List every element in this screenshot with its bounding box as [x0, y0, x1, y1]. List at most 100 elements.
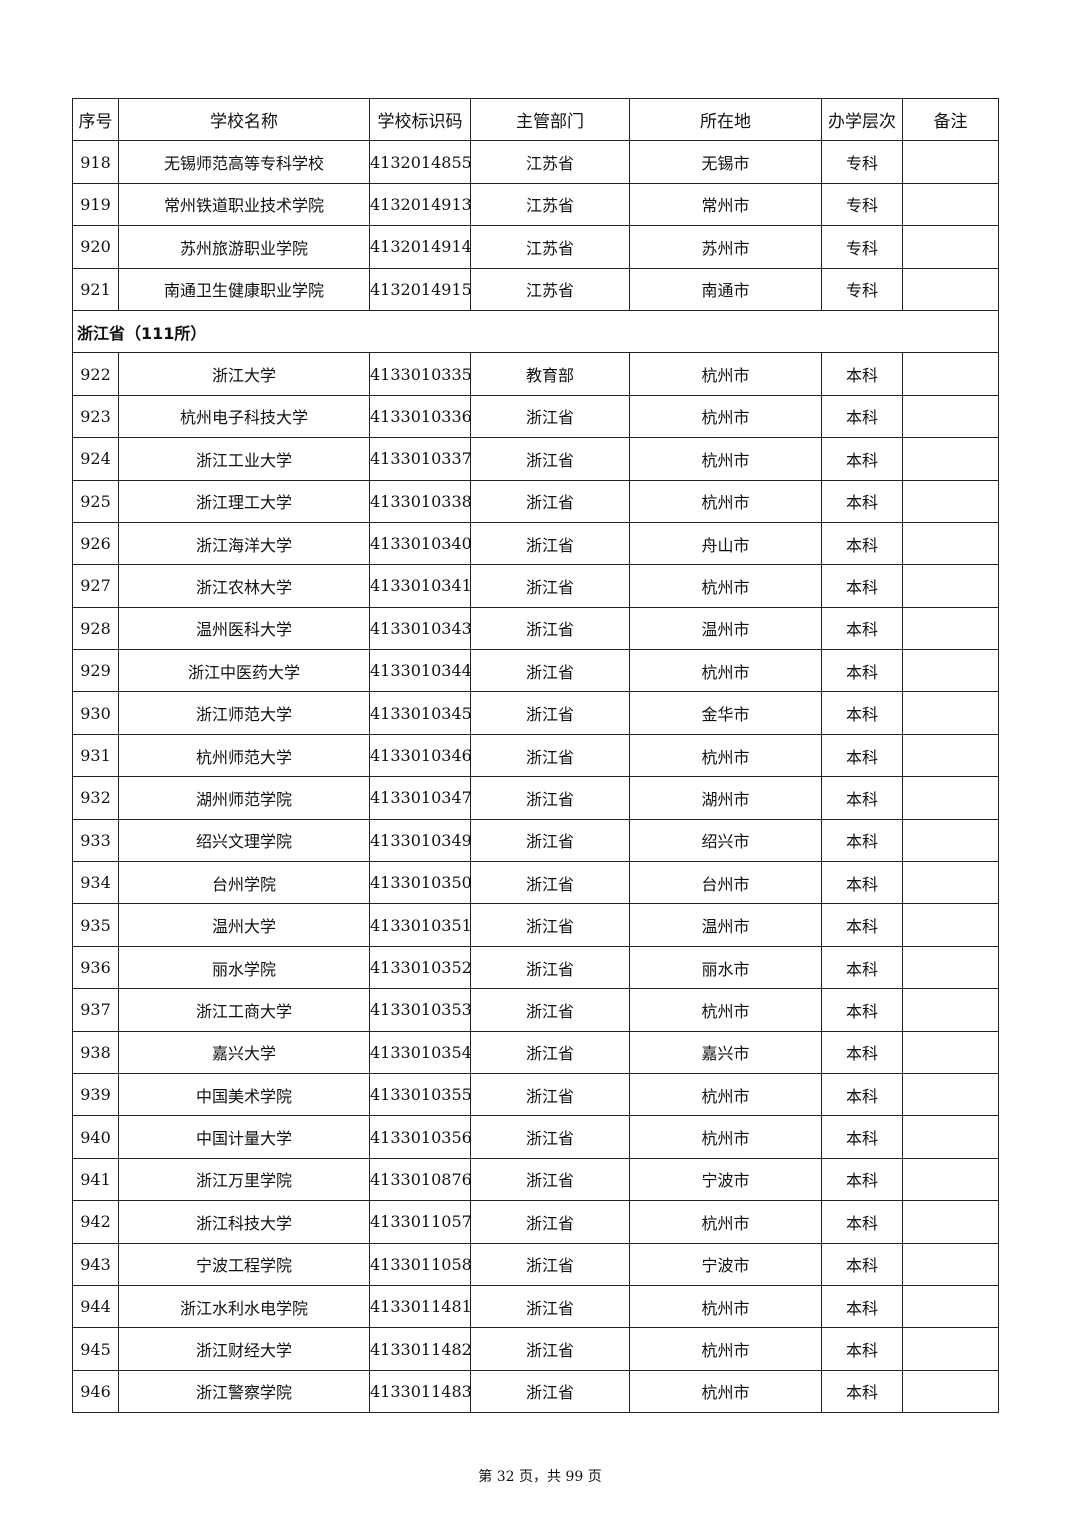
cell-location: 杭州市 — [629, 1327, 822, 1371]
cell-school-name: 苏州旅游职业学院 — [118, 225, 370, 269]
cell-level: 本科 — [821, 691, 903, 735]
cell-school-name: 南通卫生健康职业学院 — [118, 267, 370, 311]
cell-index: 929 — [72, 649, 119, 693]
cell-location: 宁波市 — [629, 1157, 822, 1202]
cell-index: 942 — [72, 1200, 119, 1244]
cell-remarks — [902, 945, 999, 990]
school-list-table: 序号 学校名称 学校标识码 主管部门 所在地 办学层次 备注 918 无锡师范高等… — [72, 97, 999, 1414]
cell-location: 金华市 — [629, 691, 822, 735]
cell-index: 919 — [72, 182, 119, 227]
cell-level: 本科 — [821, 1284, 903, 1329]
cell-index: 944 — [72, 1284, 119, 1329]
cell-level: 本科 — [821, 606, 903, 651]
cell-level: 本科 — [821, 479, 903, 523]
cell-index: 938 — [72, 1030, 119, 1074]
cell-authority: 浙江省 — [470, 1157, 630, 1202]
cell-authority: 浙江省 — [470, 776, 630, 820]
table-row: 927 浙江农林大学 4133010341 浙江省 杭州市 本科 — [72, 564, 999, 608]
cell-index: 923 — [72, 394, 119, 439]
cell-remarks — [902, 437, 999, 481]
table-row: 924 浙江工业大学 4133010337 浙江省 杭州市 本科 — [72, 437, 999, 481]
cell-location: 南通市 — [629, 267, 822, 311]
cell-school-code: 4133010355 — [369, 1072, 472, 1117]
table-row: 923 杭州电子科技大学 4133010336 浙江省 杭州市 本科 — [72, 394, 999, 439]
cell-school-name: 浙江理工大学 — [118, 479, 370, 523]
cell-authority: 浙江省 — [470, 1242, 630, 1286]
table-row: 946 浙江警察学院 4133011483 浙江省 杭州市 本科 — [72, 1369, 999, 1414]
cell-school-code: 4133010349 — [369, 818, 472, 863]
cell-remarks — [902, 394, 999, 439]
cell-level: 本科 — [821, 733, 903, 778]
cell-authority: 江苏省 — [470, 225, 630, 269]
table-row: 930 浙江师范大学 4133010345 浙江省 金华市 本科 — [72, 691, 999, 735]
cell-remarks — [902, 1327, 999, 1371]
cell-school-code: 4133010341 — [369, 564, 472, 608]
cell-index: 918 — [72, 140, 119, 184]
cell-school-code: 4133010335 — [369, 352, 472, 396]
cell-remarks — [902, 267, 999, 311]
cell-authority: 浙江省 — [470, 479, 630, 523]
cell-location: 杭州市 — [629, 988, 822, 1032]
cell-index: 935 — [72, 903, 119, 947]
cell-school-name: 浙江万里学院 — [118, 1157, 370, 1202]
cell-school-name: 嘉兴大学 — [118, 1030, 370, 1074]
table-row: 919 常州铁道职业技术学院 4132014913 江苏省 常州市 专科 — [72, 182, 999, 227]
cell-authority: 浙江省 — [470, 649, 630, 693]
cell-remarks — [902, 988, 999, 1032]
cell-location: 丽水市 — [629, 945, 822, 990]
table-row: 940 中国计量大学 4133010356 浙江省 杭州市 本科 — [72, 1115, 999, 1159]
cell-location: 绍兴市 — [629, 818, 822, 863]
cell-remarks — [902, 564, 999, 608]
table-row: 936 丽水学院 4133010352 浙江省 丽水市 本科 — [72, 945, 999, 990]
cell-location: 杭州市 — [629, 479, 822, 523]
table-row: 933 绍兴文理学院 4133010349 浙江省 绍兴市 本科 — [72, 818, 999, 863]
cell-authority: 浙江省 — [470, 1327, 630, 1371]
cell-index: 939 — [72, 1072, 119, 1117]
cell-remarks — [902, 861, 999, 905]
cell-authority: 浙江省 — [470, 818, 630, 863]
cell-school-code: 4133010347 — [369, 776, 472, 820]
cell-school-code: 4133010876 — [369, 1157, 472, 1202]
cell-remarks — [902, 352, 999, 396]
table-header-row: 序号 学校名称 学校标识码 主管部门 所在地 办学层次 备注 — [72, 97, 999, 142]
cell-authority: 浙江省 — [470, 691, 630, 735]
cell-remarks — [902, 649, 999, 693]
cell-location: 杭州市 — [629, 1200, 822, 1244]
cell-remarks — [902, 1284, 999, 1329]
cell-level: 本科 — [821, 1327, 903, 1371]
cell-level: 本科 — [821, 1072, 903, 1117]
table-row: 921 南通卫生健康职业学院 4132014915 江苏省 南通市 专科 — [72, 267, 999, 311]
cell-remarks — [902, 1115, 999, 1159]
cell-remarks — [902, 182, 999, 227]
cell-school-name: 无锡师范高等专科学校 — [118, 140, 370, 184]
cell-school-code: 4133010354 — [369, 1030, 472, 1074]
cell-index: 931 — [72, 733, 119, 778]
cell-location: 舟山市 — [629, 521, 822, 566]
cell-level: 本科 — [821, 1030, 903, 1074]
cell-level: 本科 — [821, 776, 903, 820]
table-row: 943 宁波工程学院 4133011058 浙江省 宁波市 本科 — [72, 1242, 999, 1286]
cell-level: 本科 — [821, 394, 903, 439]
cell-remarks — [902, 1242, 999, 1286]
cell-remarks — [902, 1072, 999, 1117]
cell-level: 专科 — [821, 140, 903, 184]
table-row: 922 浙江大学 4133010335 教育部 杭州市 本科 — [72, 352, 999, 396]
cell-school-name: 浙江师范大学 — [118, 691, 370, 735]
cell-location: 温州市 — [629, 903, 822, 947]
cell-index: 921 — [72, 267, 119, 311]
cell-authority: 浙江省 — [470, 394, 630, 439]
cell-index: 940 — [72, 1115, 119, 1159]
table-row: 928 温州医科大学 4133010343 浙江省 温州市 本科 — [72, 606, 999, 651]
table-row: 932 湖州师范学院 4133010347 浙江省 湖州市 本科 — [72, 776, 999, 820]
cell-authority: 浙江省 — [470, 988, 630, 1032]
cell-school-code: 4133010350 — [369, 861, 472, 905]
cell-level: 本科 — [821, 352, 903, 396]
cell-school-name: 中国美术学院 — [118, 1072, 370, 1117]
cell-school-name: 浙江大学 — [118, 352, 370, 396]
cell-school-name: 浙江农林大学 — [118, 564, 370, 608]
cell-school-name: 浙江警察学院 — [118, 1369, 370, 1414]
table-row: 926 浙江海洋大学 4133010340 浙江省 舟山市 本科 — [72, 521, 999, 566]
cell-level: 本科 — [821, 861, 903, 905]
cell-location: 嘉兴市 — [629, 1030, 822, 1074]
cell-index: 934 — [72, 861, 119, 905]
